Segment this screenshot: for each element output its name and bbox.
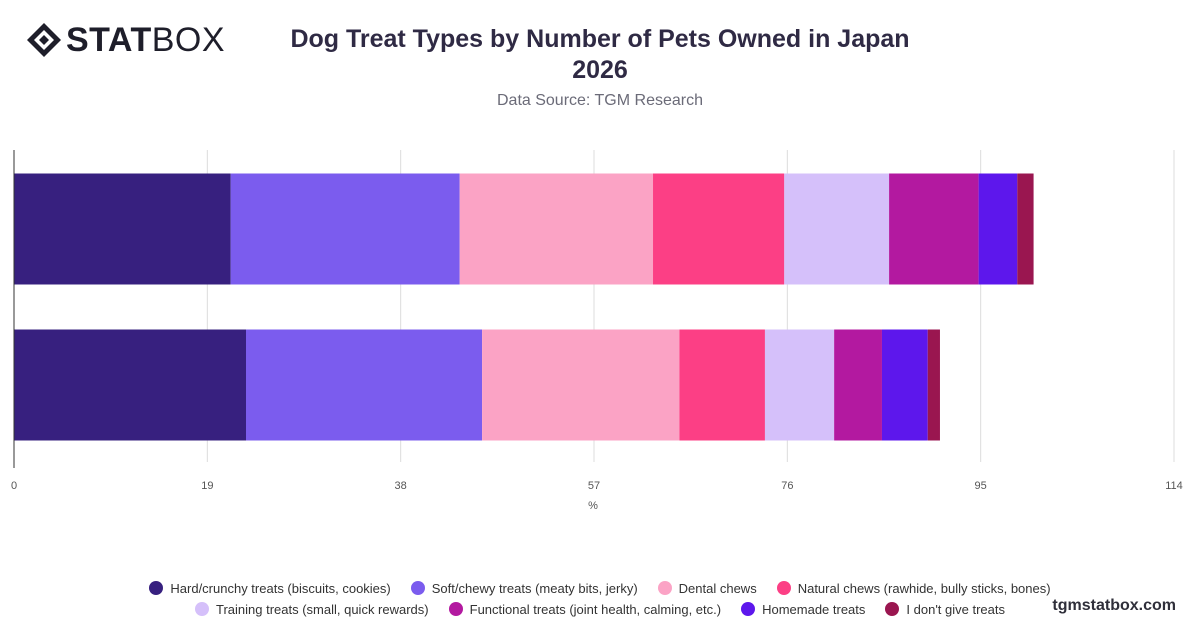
bar-segment (1017, 173, 1034, 285)
legend-item[interactable]: I don't give treats (885, 601, 1005, 617)
x-axis-label: % (588, 500, 598, 512)
legend-label: Hard/crunchy treats (biscuits, cookies) (170, 580, 391, 596)
legend-label: Homemade treats (762, 601, 866, 617)
legend-swatch (410, 581, 425, 595)
bar-segment (927, 329, 940, 441)
legend-item[interactable]: Training treats (small, quick rewards) (194, 601, 429, 617)
statbox-diamond-icon (27, 23, 61, 57)
bar-segment (459, 173, 654, 285)
bar-segment (784, 173, 890, 285)
logo-bold-text: STAT (66, 21, 152, 59)
legend-swatch (194, 602, 209, 616)
legend-label: Functional treats (joint health, calming… (469, 601, 722, 617)
bar-segment (14, 173, 231, 285)
bar-segment (482, 329, 680, 441)
legend-item[interactable]: Hard/crunchy treats (biscuits, cookies) (149, 580, 391, 596)
legend-item[interactable]: Homemade treats (741, 601, 865, 617)
legend-item[interactable]: Functional treats (joint health, calming… (448, 601, 722, 617)
bar-segment (978, 173, 1018, 285)
chart-title: Dog Treat Types by Number of Pets Owned … (240, 24, 960, 86)
x-tick-label: 76 (781, 480, 793, 492)
x-tick-label: 95 (975, 480, 987, 492)
legend-label: Soft/chewy treats (meaty bits, jerky) (431, 580, 638, 596)
legend-swatch (741, 602, 756, 616)
logo-wordmark: STATBOX (66, 22, 225, 58)
bar-segment (246, 329, 483, 441)
logo-light-text: BOX (151, 21, 226, 59)
bar-segment (889, 173, 979, 285)
bar-segment (881, 329, 928, 441)
chart-title-line2: 2026 (572, 56, 628, 84)
legend-swatch (885, 602, 900, 616)
legend-row: Hard/crunchy treats (biscuits, cookies) S… (0, 580, 1200, 596)
legend-swatch (448, 602, 463, 616)
x-tick-label: 38 (395, 480, 407, 492)
x-tick-label: 114 (1165, 480, 1183, 492)
bar-segment (764, 329, 835, 441)
chart-subtitle: Data Source: TGM Research (496, 92, 703, 109)
statbox-logo: STATBOX (26, 22, 225, 58)
x-tick-label: 0 (11, 480, 17, 492)
chart-legend: Hard/crunchy treats (biscuits, cookies) S… (0, 580, 1200, 622)
x-tick-label: 19 (201, 480, 213, 492)
legend-label: Natural chews (rawhide, bully sticks, bo… (797, 580, 1051, 596)
bar-segment (834, 329, 882, 441)
legend-item[interactable]: Soft/chewy treats (meaty bits, jerky) (410, 580, 638, 596)
stacked-bar-chart: 0 19 38 57 76 95 114% (11, 150, 1183, 512)
legend-swatch (149, 581, 164, 595)
bar-segment (653, 173, 785, 285)
chart-title-line1: Dog Treat Types by Number of Pets Owned … (290, 25, 910, 53)
legend-item[interactable]: Dental chews (657, 580, 757, 596)
legend-swatch (776, 581, 791, 595)
legend-row: Training treats (small, quick rewards) Fu… (0, 601, 1200, 617)
legend-label: Dental chews (678, 580, 757, 596)
bar-segment (230, 173, 460, 285)
x-tick-label: 57 (588, 480, 600, 492)
legend-label: I don't give treats (906, 601, 1005, 617)
legend-swatch (657, 581, 672, 595)
legend-label: Training treats (small, quick rewards) (215, 601, 429, 617)
legend-item[interactable]: Natural chews (rawhide, bully sticks, bo… (776, 580, 1051, 596)
brand-url[interactable]: tgmstatbox.com (1052, 597, 1176, 614)
bar-segment (14, 329, 246, 441)
bar-segment (679, 329, 765, 441)
